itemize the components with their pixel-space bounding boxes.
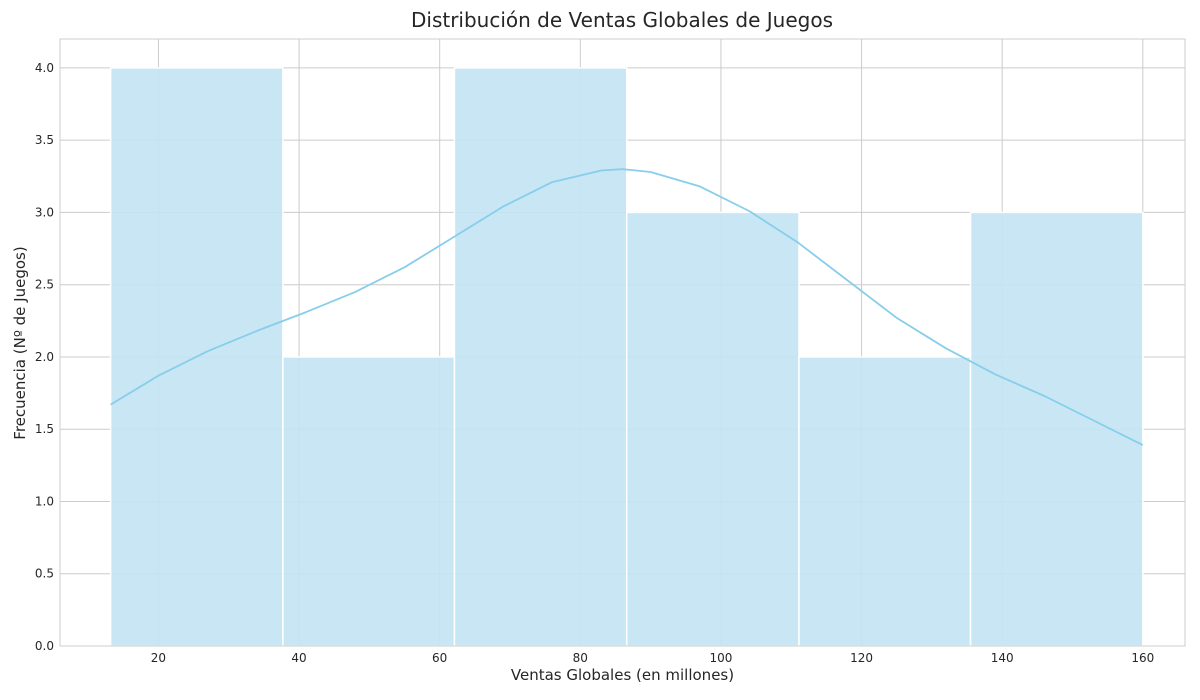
- x-tick-label: 20: [151, 651, 166, 665]
- y-tick-label: 3.5: [35, 133, 54, 147]
- tick-layer: 0.0 0.5 1.0 1.5 2.0 2.5 3.0 3.5 4.0 20 40 60 80 100 12…: [35, 61, 1154, 665]
- y-tick-label: 3.0: [35, 205, 54, 219]
- x-tick-label: 60: [432, 651, 447, 665]
- x-tick-label: 40: [291, 651, 306, 665]
- histogram-bar: [798, 356, 972, 647]
- y-tick-label: 4.0: [35, 61, 54, 75]
- histogram-bar: [453, 67, 628, 647]
- y-tick-label: 0.5: [35, 567, 54, 581]
- plot-frame: [59, 38, 1186, 647]
- chart-title: Distribución de Ventas Globales de Juego…: [410, 8, 833, 32]
- histogram-bar: [282, 356, 456, 647]
- histogram-bar: [625, 211, 800, 647]
- x-tick-label: 140: [991, 651, 1014, 665]
- x-tick-label: 160: [1131, 651, 1154, 665]
- x-axis-label: Ventas Globales (en millones): [510, 666, 735, 684]
- y-tick-label: 0.0: [35, 639, 54, 653]
- frame-layer: [59, 38, 1186, 647]
- y-tick-label: 2.5: [35, 278, 54, 292]
- kde-layer: [110, 168, 1144, 446]
- histogram-bar: [969, 211, 1144, 647]
- y-tick-label: 1.0: [35, 494, 54, 508]
- kde-curve: [110, 168, 1144, 446]
- x-tick-label: 120: [850, 651, 873, 665]
- y-tick-label: 2.0: [35, 350, 54, 364]
- x-tick-label: 100: [709, 651, 732, 665]
- x-tick-label: 80: [573, 651, 588, 665]
- y-tick-label: 1.5: [35, 422, 54, 436]
